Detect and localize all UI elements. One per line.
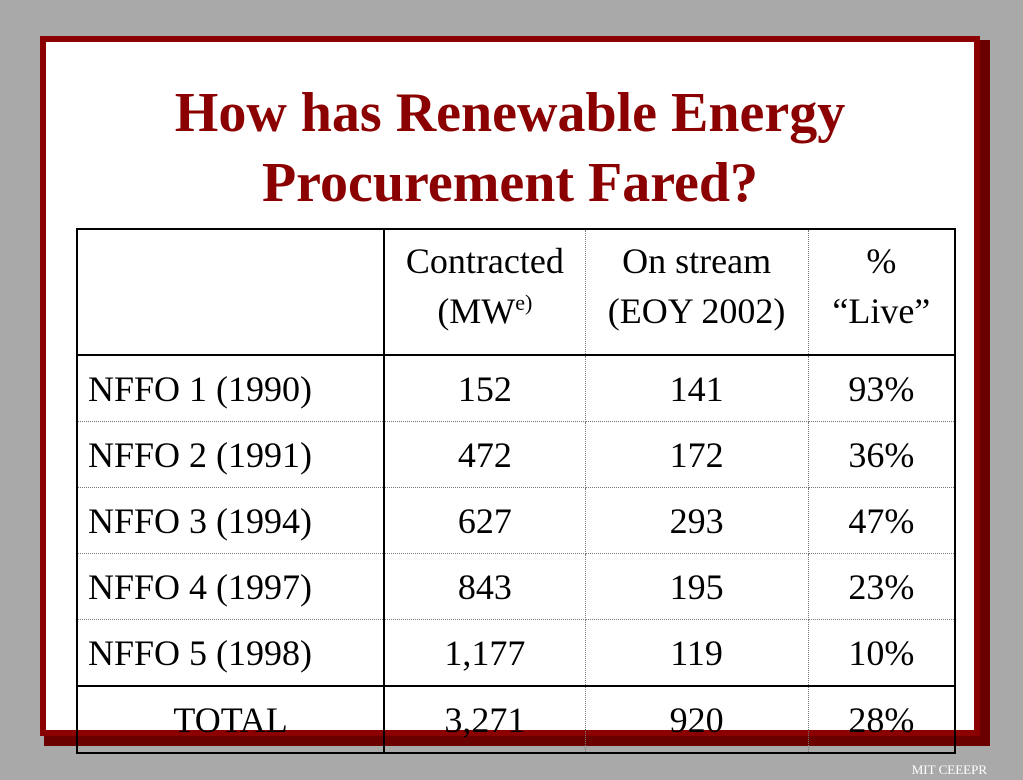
table-header-row: Contracted (MWe) On stream (EOY 2002) % … xyxy=(75,228,956,356)
cell-on-stream: 172 xyxy=(584,421,809,488)
slide: How has Renewable Energy Procurement Far… xyxy=(40,36,980,754)
total-contracted: 3,271 xyxy=(383,685,586,754)
cell-live: 36% xyxy=(807,421,956,488)
cell-on-stream: 195 xyxy=(584,553,809,620)
header-live: % “Live” xyxy=(807,228,956,356)
header-on-stream: On stream (EOY 2002) xyxy=(584,228,809,356)
row-label: NFFO 3 (1994) xyxy=(75,487,386,554)
total-label: TOTAL xyxy=(75,685,386,754)
table-row: NFFO 1 (1990) 152 141 93% xyxy=(75,355,956,422)
cell-live: 47% xyxy=(807,487,956,554)
table-row: NFFO 5 (1998) 1,177 119 10% xyxy=(75,619,956,687)
row-label: NFFO 2 (1991) xyxy=(75,421,386,488)
header-contracted-superscript: e) xyxy=(515,290,533,315)
cell-live: 10% xyxy=(807,619,956,687)
cell-contracted: 152 xyxy=(383,355,586,422)
cell-live: 23% xyxy=(807,553,956,620)
header-contracted: Contracted (MWe) xyxy=(383,228,586,356)
total-live: 28% xyxy=(807,685,956,754)
header-empty xyxy=(75,228,386,356)
cell-contracted: 627 xyxy=(383,487,586,554)
cell-on-stream: 141 xyxy=(584,355,809,422)
table-row: NFFO 2 (1991) 472 172 36% xyxy=(75,421,956,488)
cell-contracted: 1,177 xyxy=(383,619,586,687)
row-label: NFFO 5 (1998) xyxy=(75,619,386,687)
cell-live: 93% xyxy=(807,355,956,422)
total-on-stream: 920 xyxy=(584,685,809,754)
slide-title-line-1: How has Renewable Energy xyxy=(174,82,846,144)
cell-contracted: 843 xyxy=(383,553,586,620)
cell-contracted: 472 xyxy=(383,421,586,488)
row-label: NFFO 1 (1990) xyxy=(75,355,386,422)
slide-title-line-2: Procurement Fared? xyxy=(261,152,759,214)
cell-on-stream: 119 xyxy=(584,619,809,687)
procurement-table: Contracted (MWe) On stream (EOY 2002) % … xyxy=(75,228,956,754)
row-label: NFFO 4 (1997) xyxy=(75,553,386,620)
table-row: NFFO 3 (1994) 627 293 47% xyxy=(75,487,956,554)
footer-credit: MIT CEEEPR xyxy=(911,762,987,777)
table-total-row: TOTAL 3,271 920 28% xyxy=(75,685,956,754)
cell-on-stream: 293 xyxy=(584,487,809,554)
slide-title: How has Renewable Energy Procurement Far… xyxy=(46,78,974,218)
table-row: NFFO 4 (1997) 843 195 23% xyxy=(75,553,956,620)
header-contracted-unit: (MW xyxy=(437,291,516,331)
